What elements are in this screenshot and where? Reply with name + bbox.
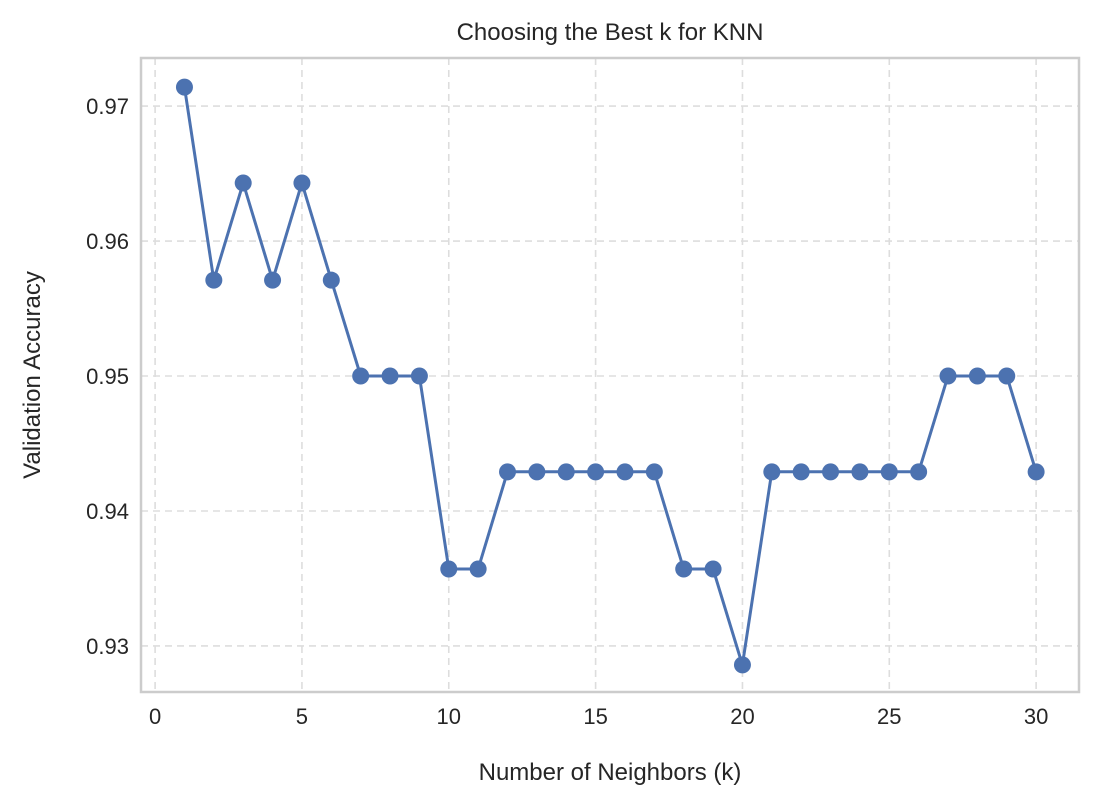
data-point [440, 560, 458, 578]
x-tick-label: 5 [296, 704, 308, 729]
y-axis-label: Validation Accuracy [19, 271, 46, 479]
data-point [939, 367, 957, 385]
data-point [469, 560, 487, 578]
ticks: 0 5 10 15 20 25 30 0.93 0.94 0.95 0.96 0.97 [86, 94, 1048, 729]
data-point [322, 271, 340, 289]
grid [141, 58, 1079, 692]
data-point [381, 367, 399, 385]
data-point [733, 656, 751, 674]
series [175, 78, 1045, 674]
data-point [293, 174, 311, 192]
data-point [763, 463, 781, 481]
x-tick-label: 30 [1024, 704, 1048, 729]
chart-title: Choosing the Best k for KNN [457, 19, 764, 46]
x-tick-label: 0 [149, 704, 161, 729]
data-point [264, 271, 282, 289]
data-point [175, 78, 193, 96]
data-point [880, 463, 898, 481]
y-tick-label: 0.96 [86, 229, 129, 254]
x-axis-label: Number of Neighbors (k) [479, 759, 742, 786]
data-point [499, 463, 517, 481]
data-point [645, 463, 663, 481]
x-tick-label: 20 [730, 704, 754, 729]
data-point [675, 560, 693, 578]
data-point [998, 367, 1016, 385]
x-tick-label: 10 [437, 704, 461, 729]
data-point [910, 463, 928, 481]
data-point [352, 367, 370, 385]
data-point [968, 367, 986, 385]
data-point [1027, 463, 1045, 481]
data-point [234, 174, 252, 192]
data-point [557, 463, 575, 481]
plot-frame [139, 56, 1081, 694]
data-point [616, 463, 634, 481]
data-point [587, 463, 605, 481]
y-tick-label: 0.95 [86, 364, 129, 389]
y-tick-label: 0.94 [86, 499, 129, 524]
data-point [704, 560, 722, 578]
data-point [528, 463, 546, 481]
x-tick-label: 25 [877, 704, 901, 729]
y-tick-label: 0.97 [86, 94, 129, 119]
data-point [851, 463, 869, 481]
data-point [822, 463, 840, 481]
data-point [410, 367, 428, 385]
y-tick-label: 0.93 [86, 634, 129, 659]
data-point [205, 271, 223, 289]
data-point [792, 463, 810, 481]
x-tick-label: 15 [583, 704, 607, 729]
